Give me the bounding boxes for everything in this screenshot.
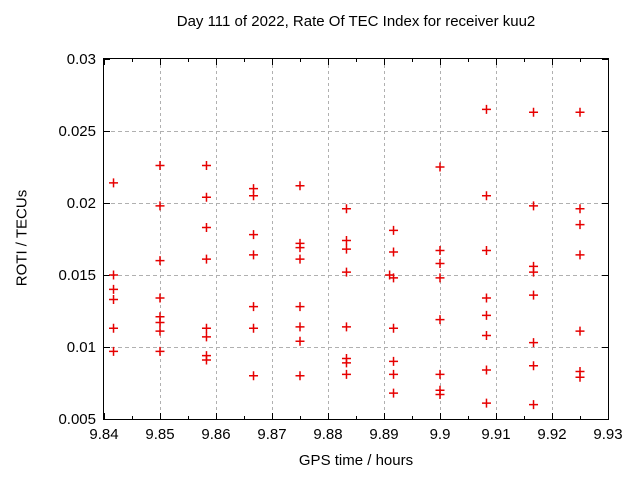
data-point-marker — [575, 372, 585, 382]
data-point-marker — [481, 246, 491, 256]
x-tick-label: 9.91 — [481, 426, 510, 443]
data-point-marker — [435, 315, 445, 325]
data-point-marker — [481, 293, 491, 303]
x-tick-label: 9.9 — [430, 426, 451, 443]
data-point-marker — [389, 247, 399, 257]
data-point-marker — [529, 290, 539, 300]
data-point-marker — [481, 104, 491, 114]
x-tick-label: 9.84 — [89, 426, 118, 443]
data-point-marker — [435, 246, 445, 256]
data-point-marker — [435, 369, 445, 379]
data-point-marker — [109, 294, 119, 304]
data-point-marker — [155, 293, 165, 303]
data-point-marker — [341, 322, 351, 332]
data-point-marker — [109, 178, 119, 188]
data-point-marker — [295, 302, 305, 312]
data-point-marker — [249, 323, 259, 333]
data-point-marker — [155, 346, 165, 356]
data-point-marker — [389, 388, 399, 398]
data-point-marker — [201, 323, 211, 333]
x-tick-label: 9.89 — [369, 426, 398, 443]
data-point-marker — [295, 254, 305, 264]
data-point-marker — [481, 310, 491, 320]
data-point-marker — [575, 204, 585, 214]
data-point-marker — [201, 254, 211, 264]
y-tick-label: 0.01 — [67, 339, 96, 356]
data-point-marker — [109, 284, 119, 294]
data-point-marker — [109, 323, 119, 333]
data-point-marker — [341, 235, 351, 245]
data-point-marker — [435, 390, 445, 400]
data-point-marker — [529, 107, 539, 117]
data-point-marker — [295, 243, 305, 253]
data-point-marker — [201, 355, 211, 365]
data-point-marker — [389, 225, 399, 235]
x-tick-label: 9.88 — [313, 426, 342, 443]
data-point-marker — [201, 332, 211, 342]
data-point-marker — [341, 267, 351, 277]
data-point-marker — [575, 107, 585, 117]
y-tick-label: 0.025 — [58, 123, 96, 140]
data-point-marker — [295, 322, 305, 332]
y-axis-label: ROTI / TECUs — [13, 189, 31, 287]
x-tick-label: 9.86 — [201, 426, 230, 443]
data-point-marker — [249, 191, 259, 201]
data-point-marker — [435, 162, 445, 172]
data-point-marker — [389, 273, 399, 283]
data-point-marker — [155, 256, 165, 266]
data-point-marker — [155, 318, 165, 328]
data-point-marker — [155, 326, 165, 336]
data-point-marker — [249, 302, 259, 312]
x-tick-label: 9.93 — [593, 426, 622, 443]
data-point-marker — [295, 336, 305, 346]
data-point-marker — [155, 201, 165, 211]
data-point-marker — [155, 161, 165, 171]
data-point-marker — [389, 323, 399, 333]
data-point-marker — [295, 371, 305, 381]
data-point-marker — [435, 258, 445, 268]
data-point-marker — [201, 222, 211, 232]
data-point-marker — [575, 250, 585, 260]
data-point-marker — [249, 250, 259, 260]
chart-title: Day 111 of 2022, Rate Of TEC Index for r… — [176, 13, 536, 30]
y-tick-label: 0.005 — [58, 411, 96, 428]
data-point-marker — [249, 371, 259, 381]
data-point-marker — [341, 204, 351, 214]
data-point-marker — [529, 267, 539, 277]
data-point-marker — [109, 270, 119, 280]
data-point-marker — [529, 400, 539, 410]
data-point-marker — [481, 398, 491, 408]
data-point-marker — [341, 358, 351, 368]
data-point-marker — [341, 244, 351, 254]
y-tick-label: 0.03 — [67, 51, 96, 68]
data-point-marker — [435, 273, 445, 283]
data-point-marker — [529, 338, 539, 348]
data-point-marker — [201, 161, 211, 171]
x-axis-label: GPS time / hours — [298, 452, 414, 469]
data-point-marker — [341, 369, 351, 379]
data-point-marker — [295, 181, 305, 191]
data-point-marker — [575, 326, 585, 336]
data-point-marker — [389, 369, 399, 379]
data-point-marker — [481, 365, 491, 375]
data-point-marker — [249, 230, 259, 240]
data-point-marker — [109, 346, 119, 356]
y-tick-label: 0.02 — [67, 195, 96, 212]
data-point-marker — [481, 330, 491, 340]
y-tick-label: 0.015 — [58, 267, 96, 284]
x-tick-label: 9.87 — [257, 426, 286, 443]
data-point-marker — [201, 192, 211, 202]
x-tick-label: 9.85 — [145, 426, 174, 443]
data-point-marker — [575, 220, 585, 230]
x-tick-label: 9.92 — [537, 426, 566, 443]
plot-border — [103, 58, 609, 420]
data-point-marker — [529, 361, 539, 371]
data-point-marker — [389, 356, 399, 366]
data-point-marker — [529, 201, 539, 211]
data-point-marker — [481, 191, 491, 201]
